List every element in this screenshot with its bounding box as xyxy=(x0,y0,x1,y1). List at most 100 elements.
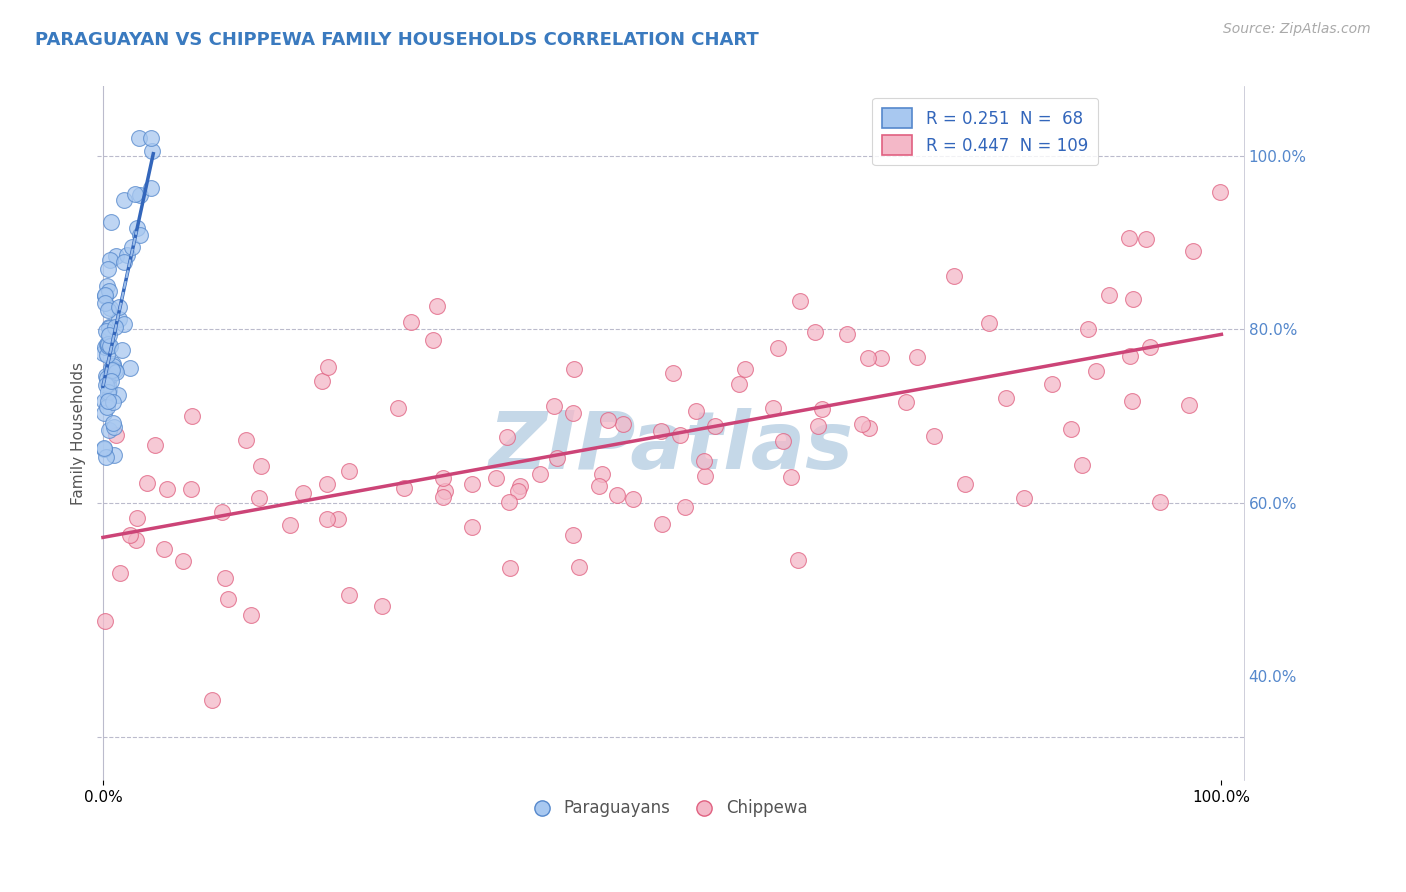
Point xyxy=(498,494,520,508)
Point xyxy=(316,359,339,374)
Point xyxy=(685,404,707,418)
Point xyxy=(97,284,120,298)
Point xyxy=(1040,377,1063,392)
Point xyxy=(124,533,146,547)
Point xyxy=(292,486,315,500)
Point xyxy=(1060,422,1083,436)
Point xyxy=(562,362,585,376)
Point xyxy=(387,401,409,415)
Point xyxy=(172,554,194,568)
Point xyxy=(598,413,620,427)
Point xyxy=(1149,495,1171,509)
Point xyxy=(143,438,166,452)
Point xyxy=(152,542,174,557)
Point xyxy=(1209,186,1232,200)
Point xyxy=(837,327,859,342)
Point xyxy=(1182,244,1205,258)
Point xyxy=(98,383,121,397)
Point xyxy=(97,328,120,343)
Point xyxy=(97,320,120,334)
Point xyxy=(211,505,233,519)
Point xyxy=(328,512,350,526)
Point xyxy=(673,500,696,514)
Point xyxy=(141,181,163,195)
Point xyxy=(100,360,122,375)
Point xyxy=(772,434,794,449)
Point xyxy=(942,269,965,284)
Point xyxy=(94,614,117,628)
Point xyxy=(977,317,1000,331)
Point xyxy=(94,340,117,354)
Point xyxy=(337,588,360,602)
Point xyxy=(127,221,149,235)
Point xyxy=(94,369,117,384)
Point xyxy=(704,419,727,434)
Point xyxy=(129,187,152,202)
Point xyxy=(851,417,873,432)
Point xyxy=(107,388,129,402)
Point xyxy=(127,511,149,525)
Text: PARAGUAYAN VS CHIPPEWA FAMILY HOUSEHOLDS CORRELATION CHART: PARAGUAYAN VS CHIPPEWA FAMILY HOUSEHOLDS… xyxy=(35,31,759,49)
Point xyxy=(93,441,115,455)
Point xyxy=(103,448,125,462)
Point xyxy=(141,144,163,158)
Point xyxy=(128,131,150,145)
Point xyxy=(93,295,115,310)
Point xyxy=(811,401,834,416)
Point xyxy=(96,377,118,392)
Point xyxy=(762,401,785,415)
Point xyxy=(392,481,415,495)
Point xyxy=(807,419,830,434)
Point xyxy=(339,464,361,478)
Point xyxy=(112,255,135,269)
Point xyxy=(1135,232,1157,246)
Point xyxy=(787,553,810,567)
Point xyxy=(105,249,128,263)
Point xyxy=(461,520,484,534)
Point xyxy=(97,393,120,408)
Point xyxy=(1071,458,1094,472)
Point xyxy=(371,599,394,613)
Point xyxy=(509,478,531,492)
Point xyxy=(96,371,118,385)
Point xyxy=(1122,293,1144,307)
Point xyxy=(97,337,120,351)
Point xyxy=(858,420,880,434)
Point xyxy=(105,365,128,379)
Point xyxy=(693,469,716,483)
Point xyxy=(114,193,136,207)
Point xyxy=(98,423,121,437)
Point xyxy=(856,351,879,365)
Point xyxy=(96,347,118,361)
Point xyxy=(426,299,449,313)
Point xyxy=(1118,231,1140,245)
Point xyxy=(432,471,454,485)
Point xyxy=(96,336,118,351)
Point xyxy=(101,417,124,431)
Point xyxy=(728,377,751,392)
Point xyxy=(180,483,202,497)
Point xyxy=(432,490,454,504)
Point xyxy=(98,369,121,384)
Point xyxy=(96,400,118,414)
Point xyxy=(94,450,117,464)
Point xyxy=(112,317,135,331)
Point xyxy=(693,454,716,468)
Point xyxy=(214,571,236,585)
Point xyxy=(668,428,690,442)
Point xyxy=(217,591,239,606)
Point xyxy=(789,293,811,308)
Point xyxy=(101,394,124,409)
Point xyxy=(994,391,1017,405)
Point xyxy=(97,339,120,353)
Point xyxy=(662,366,685,380)
Point xyxy=(499,561,522,575)
Point xyxy=(104,319,127,334)
Point xyxy=(181,409,204,423)
Point xyxy=(108,312,131,326)
Point xyxy=(201,692,224,706)
Point xyxy=(870,351,893,365)
Point xyxy=(136,476,159,491)
Point xyxy=(311,374,333,388)
Point xyxy=(804,325,827,339)
